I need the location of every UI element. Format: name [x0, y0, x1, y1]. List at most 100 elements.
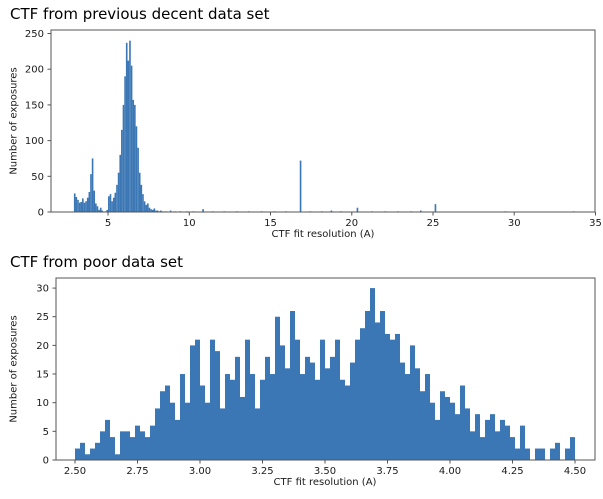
histogram-bar — [570, 437, 575, 460]
histogram-bar — [270, 374, 275, 460]
chart2-x-axis-label: CTF fit resolution (A) — [273, 477, 377, 488]
histogram-bar — [375, 322, 380, 460]
chart1-title: CTF from previous decent data set — [10, 5, 270, 23]
histogram-bar — [147, 203, 149, 212]
histogram-bar — [480, 437, 485, 460]
histogram-bar — [75, 197, 78, 212]
chart1-x-axis-label: CTF fit resolution (A) — [271, 229, 375, 240]
histogram-bar — [145, 437, 150, 460]
histogram-bar — [119, 154, 122, 212]
histogram-bar — [400, 362, 405, 460]
histogram-bar — [356, 207, 359, 212]
histogram-bar — [130, 437, 135, 460]
histogram-bar — [225, 374, 230, 460]
histogram-bar — [550, 448, 555, 460]
histogram-bar — [500, 419, 505, 460]
histogram-bar — [148, 207, 151, 212]
histogram-bar — [190, 345, 195, 460]
histogram-bar — [120, 431, 125, 460]
histogram-bar — [350, 362, 355, 460]
histogram-bar — [430, 402, 435, 460]
x-tick-label: 3.50 — [314, 466, 336, 477]
histogram-bar — [140, 431, 145, 460]
histogram-bar — [310, 362, 315, 460]
histogram-bar — [460, 385, 465, 460]
histogram-bar — [132, 99, 135, 212]
y-tick-label: 15 — [36, 370, 49, 381]
histogram-bar — [355, 339, 360, 460]
histogram-bar — [325, 368, 330, 460]
x-tick-label: 15 — [264, 218, 277, 229]
histogram-bar — [125, 42, 128, 212]
histogram-bar — [82, 198, 84, 212]
histogram-bar — [180, 374, 185, 460]
histogram-bar — [540, 448, 545, 460]
histogram-bar — [215, 351, 220, 460]
histogram-bar — [93, 190, 96, 212]
histogram-bar — [121, 129, 123, 212]
histogram-bar — [75, 448, 80, 460]
histogram-bar — [134, 104, 136, 212]
histogram-bar — [445, 396, 450, 460]
histogram-bar — [345, 385, 350, 460]
histogram-bar — [150, 425, 155, 460]
histogram-bar — [200, 385, 205, 460]
y-tick-label: 100 — [25, 136, 44, 147]
histogram-bar — [127, 60, 130, 212]
histogram-bar — [535, 448, 540, 460]
histogram-bar — [275, 316, 280, 460]
y-tick-label: 200 — [25, 65, 44, 76]
histogram-bar — [385, 333, 390, 460]
plot-border — [50, 29, 596, 213]
histogram-bar — [138, 172, 141, 212]
histogram-bar — [230, 379, 235, 460]
histogram-bar — [130, 65, 133, 212]
y-tick-label: 0 — [38, 208, 44, 219]
x-tick-label: 5 — [105, 218, 111, 229]
y-tick-label: 0 — [43, 456, 49, 467]
histogram-bar — [195, 339, 200, 460]
histogram-bar — [395, 333, 400, 460]
histogram-bar — [555, 442, 560, 460]
y-tick-label: 30 — [36, 284, 49, 295]
histogram-bar — [155, 408, 160, 460]
histogram-bar — [135, 425, 140, 460]
histogram-bar — [260, 379, 265, 460]
histogram-bar — [280, 345, 285, 460]
histogram-bar — [330, 356, 335, 460]
histogram-bar — [86, 197, 89, 212]
x-tick-label: 3.75 — [376, 466, 398, 477]
histogram-bar — [153, 208, 156, 212]
histogram-bar — [440, 391, 445, 460]
histogram-bar — [245, 339, 250, 460]
histogram-bar — [220, 408, 225, 460]
histogram-bar — [405, 374, 410, 460]
histogram-bar — [85, 454, 90, 460]
histogram-bar — [320, 339, 325, 460]
histogram-bar — [129, 40, 131, 212]
histogram-bar — [434, 204, 437, 212]
histogram-bar — [150, 209, 152, 212]
y-tick-label: 10 — [36, 398, 49, 409]
histogram-bar — [250, 374, 255, 460]
histogram-bar — [137, 147, 139, 212]
x-tick-label: 4.00 — [439, 466, 461, 477]
y-tick-label: 20 — [36, 341, 49, 352]
histogram-bar — [455, 414, 460, 460]
histogram-bar — [155, 210, 157, 212]
histogram-bar — [95, 203, 97, 212]
histogram-bar — [380, 311, 385, 460]
histogram-bar — [165, 385, 170, 460]
histogram-bar — [100, 431, 105, 460]
x-tick-label: 3.25 — [251, 466, 273, 477]
histogram-bar — [88, 192, 91, 212]
histogram-bar — [295, 339, 300, 460]
y-tick-label: 5 — [43, 427, 49, 438]
histogram-bar — [80, 202, 83, 212]
histogram-bar — [124, 76, 126, 212]
histogram-bar — [83, 202, 86, 212]
y-tick-label: 250 — [25, 29, 44, 40]
histogram-bar — [255, 408, 260, 460]
histogram-bar — [77, 199, 79, 212]
y-tick-label: 25 — [36, 312, 49, 323]
